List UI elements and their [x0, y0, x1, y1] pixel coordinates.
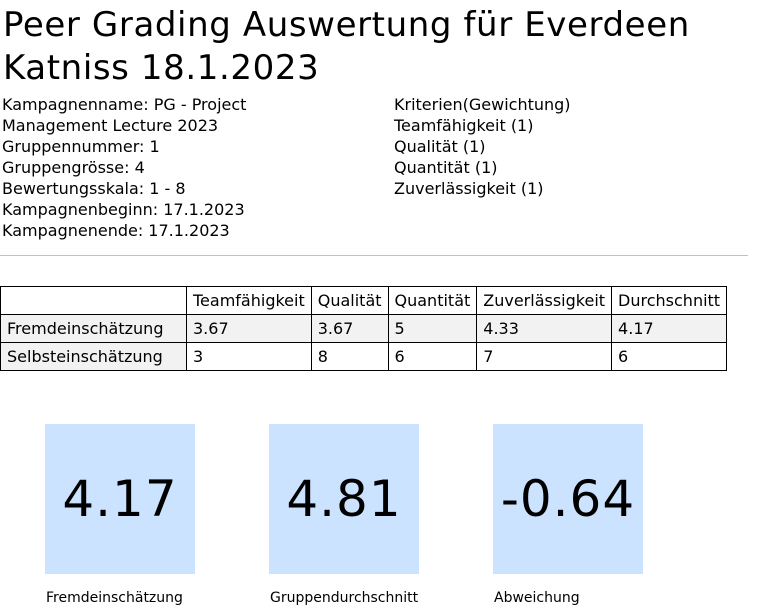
group-average-label: Gruppendurchschnitt	[270, 590, 419, 606]
table-cell: 4.33	[476, 314, 613, 343]
table-header-corner	[0, 286, 187, 315]
campaign-info: Kampagnenname: PG - Project Management L…	[2, 94, 382, 241]
table-cell: 8	[310, 342, 389, 371]
table-cell: 3	[186, 342, 312, 371]
campaign-name-continued: Management Lecture 2023	[2, 116, 219, 135]
table-header-reliability: Zuverlässigkeit	[476, 286, 613, 315]
campaign-end: Kampagnenende: 17.1.2023	[2, 221, 230, 240]
table-cell: 6	[611, 342, 728, 371]
group-size: Gruppengrösse: 4	[2, 158, 145, 177]
table-cell: 6	[387, 342, 478, 371]
table-header-teamwork: Teamfähigkeit	[186, 286, 312, 315]
deviation-label: Abweichung	[494, 590, 580, 606]
rating-scale: Bewertungsskala: 1 - 8	[2, 179, 186, 198]
campaign-start: Kampagnenbeginn: 17.1.2023	[2, 200, 245, 219]
criteria-heading: Kriterien(Gewichtung)	[394, 95, 571, 114]
table-row: Selbsteinschätzung 3 8 6 7 6	[0, 342, 728, 371]
table-cell: 4.17	[611, 314, 728, 343]
page-title: Peer Grading Auswertung für Everdeen Kat…	[3, 5, 690, 88]
external-rating-tile: 4.17	[45, 424, 195, 574]
table-header-quality: Qualität	[310, 286, 389, 315]
criterion-teamwork: Teamfähigkeit (1)	[394, 116, 534, 135]
scores-table: Teamfähigkeit Qualität Quantität Zuverlä…	[0, 286, 728, 371]
criterion-quantity: Quantität (1)	[394, 158, 498, 177]
table-cell: 3.67	[186, 314, 312, 343]
table-header-quantity: Quantität	[387, 286, 478, 315]
deviation-tile: -0.64	[493, 424, 643, 574]
table-header-average: Durchschnitt	[611, 286, 728, 315]
row-label: Selbsteinschätzung	[0, 342, 187, 371]
table-header-row: Teamfähigkeit Qualität Quantität Zuverlä…	[0, 286, 728, 315]
table-row: Fremdeinschätzung 3.67 3.67 5 4.33 4.17	[0, 314, 728, 343]
external-rating-label: Fremdeinschätzung	[46, 590, 183, 606]
group-average-tile: 4.81	[269, 424, 419, 574]
campaign-name: Kampagnenname: PG - Project	[2, 95, 247, 114]
table-cell: 7	[476, 342, 613, 371]
row-label: Fremdeinschätzung	[0, 314, 187, 343]
criteria-info: Kriterien(Gewichtung) Teamfähigkeit (1) …	[394, 94, 774, 199]
table-cell: 3.67	[310, 314, 389, 343]
table-cell: 5	[387, 314, 478, 343]
section-divider	[0, 255, 748, 256]
group-number: Gruppennummer: 1	[2, 137, 160, 156]
criterion-reliability: Zuverlässigkeit (1)	[394, 179, 544, 198]
criterion-quality: Qualität (1)	[394, 137, 486, 156]
